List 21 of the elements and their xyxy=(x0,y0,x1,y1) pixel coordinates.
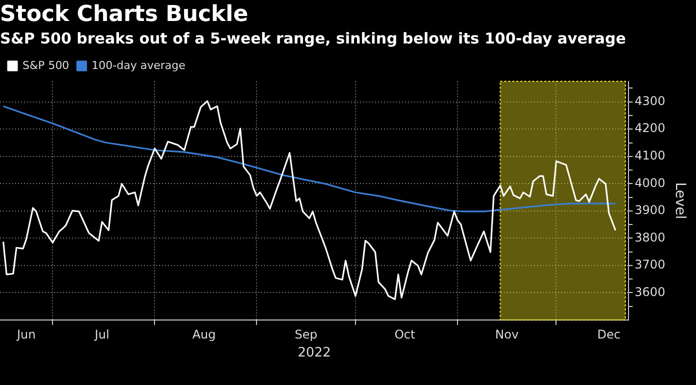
y-axis-title: Level xyxy=(672,182,688,220)
x-tick-label: Oct xyxy=(394,327,416,342)
x-tick-label: Nov xyxy=(495,327,519,342)
y-tick-label: 4000 xyxy=(634,176,666,190)
y-tick-label: 4200 xyxy=(634,121,666,136)
x-tick-label: Sep xyxy=(294,327,318,342)
x-tick-label: Aug xyxy=(192,327,216,342)
x-axis-title: 2022 xyxy=(298,346,331,361)
x-tick-label: Dec xyxy=(597,327,621,342)
chart-title: Stock Charts Buckle xyxy=(0,2,248,27)
y-tick-label: 4100 xyxy=(634,148,666,163)
x-tick-label: Jul xyxy=(94,327,110,342)
chart-subtitle: S&P 500 breaks out of a 5-week range, sinking below its 100-day average xyxy=(0,29,626,48)
legend-label: S&P 500 xyxy=(22,58,70,72)
y-tick-label: 3900 xyxy=(634,203,666,218)
y-tick-label: 4300 xyxy=(634,94,666,108)
y-tick-label: 3700 xyxy=(634,258,666,272)
x-tick-label: Jun xyxy=(16,327,36,342)
legend-label: 100-day average xyxy=(92,58,186,72)
y-tick-label: 3600 xyxy=(634,284,666,299)
y-tick-label: 3800 xyxy=(634,230,666,244)
